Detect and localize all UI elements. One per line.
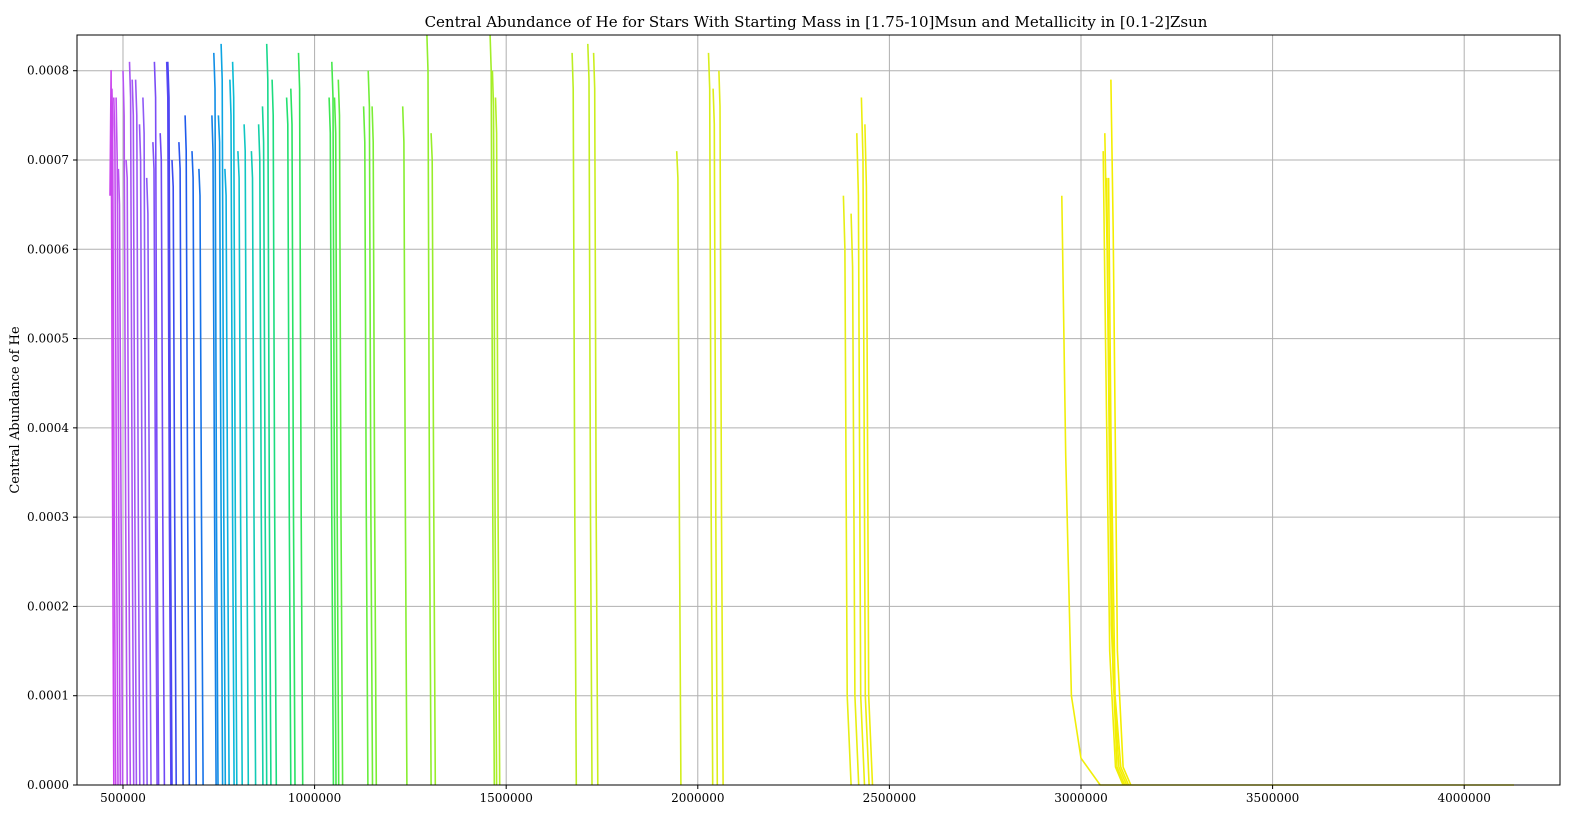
series-line-32 [243,124,250,786]
series-line-54 [571,52,578,786]
y-axis-ticks: 0.0000 0.0001 0.0002 0.0003 0.0004 0.0005 0.00… [27,64,77,792]
series-line-36 [265,43,272,786]
series-line-57 [675,151,682,786]
series-line-24 [211,115,217,786]
series-line-41 [328,97,335,786]
series-line-63 [856,133,866,786]
x-tick-label: 2000000 [671,791,724,805]
x-tick-label: 500000 [100,791,146,805]
series-line-20 [178,142,184,786]
y-tick-label: 0.0002 [27,599,69,613]
series-line-56 [592,52,599,786]
series-line-65 [864,124,874,786]
series-line-37 [271,79,278,786]
series-line-60 [718,70,724,786]
series-line-48 [401,106,408,786]
series-line-47 [371,106,378,786]
series-line-67 [1102,151,1124,786]
series-line-16 [159,133,166,786]
series-line-1 [109,69,115,786]
x-axis-ticks: 500000 1000000 1500000 2000000 2500000 300000… [100,785,1491,805]
series-line-30 [231,61,238,786]
series-line-8 [128,61,135,786]
series-line-11 [138,124,145,786]
grid [77,35,1560,786]
series-line-12 [142,97,148,786]
series-line-25 [213,52,219,786]
y-tick-label: 0.0004 [27,421,69,435]
series-line-39 [290,88,296,786]
series-line-22 [191,151,197,786]
series-line-28 [224,168,230,786]
series-line-29 [229,79,235,786]
series-line-50 [430,133,437,786]
series-line-61 [842,195,852,786]
series-line-71 [1110,79,1132,786]
series-line-70 [1107,177,1130,786]
series-line-44 [337,79,344,786]
series-line-69 [1105,177,1128,786]
series-line-34 [257,124,264,786]
y-tick-label: 0.0003 [27,510,69,524]
y-tick-label: 0.0005 [27,332,69,346]
y-tick-label: 0.0007 [27,153,69,167]
y-axis-label: Central Abundance of He [8,326,23,494]
series-line-51 [489,34,496,786]
series-line-43 [333,97,340,786]
series-line-21 [184,115,191,786]
x-tick-label: 1000000 [288,791,341,805]
series-line-64 [860,97,870,786]
series-line-52 [491,70,498,786]
series-line-53 [494,97,501,786]
series-line-18 [167,61,173,786]
series-line-4 [115,97,122,786]
series-line-19 [171,159,177,786]
series-line-27 [220,43,227,786]
plot-frame [76,34,1561,786]
series-line-26 [217,115,224,786]
series-line-14 [152,142,158,786]
series-line-15 [153,61,160,786]
y-tick-label: 0.0001 [27,689,69,703]
series-line-42 [331,61,337,786]
series-line-58 [707,52,714,786]
series-line-66 [1061,195,1514,786]
x-tick-label: 2500000 [863,791,916,805]
series-line-38 [285,97,292,786]
series-group [109,34,1514,786]
series-line-6 [122,70,128,786]
series-line-13 [145,177,152,786]
series-line-62 [850,213,860,786]
series-line-17 [165,61,172,786]
series-line-33 [250,151,257,786]
series-line-35 [261,106,268,786]
x-tick-label: 3500000 [1246,791,1299,805]
chart-title: Central Abundance of He for Stars With S… [425,13,1208,31]
series-line-59 [712,88,719,786]
y-tick-label: 0.0000 [27,778,69,792]
x-tick-label: 4000000 [1437,791,1490,805]
series-line-3 [113,97,119,786]
y-tick-label: 0.0008 [27,64,69,78]
series-line-45 [362,106,369,786]
y-tick-label: 0.0006 [27,242,69,256]
series-line-31 [237,151,243,786]
series-line-55 [587,43,593,786]
x-tick-label: 1500000 [479,791,532,805]
series-line-9 [131,79,138,786]
series-line-2 [111,88,117,786]
series-line-23 [198,168,204,786]
series-line-10 [134,79,141,786]
series-line-46 [367,70,374,786]
series-line-7 [125,159,132,786]
series-line-40 [297,52,304,786]
series-line-5 [117,168,124,786]
x-tick-label: 3000000 [1054,791,1107,805]
series-line-49 [426,34,432,786]
